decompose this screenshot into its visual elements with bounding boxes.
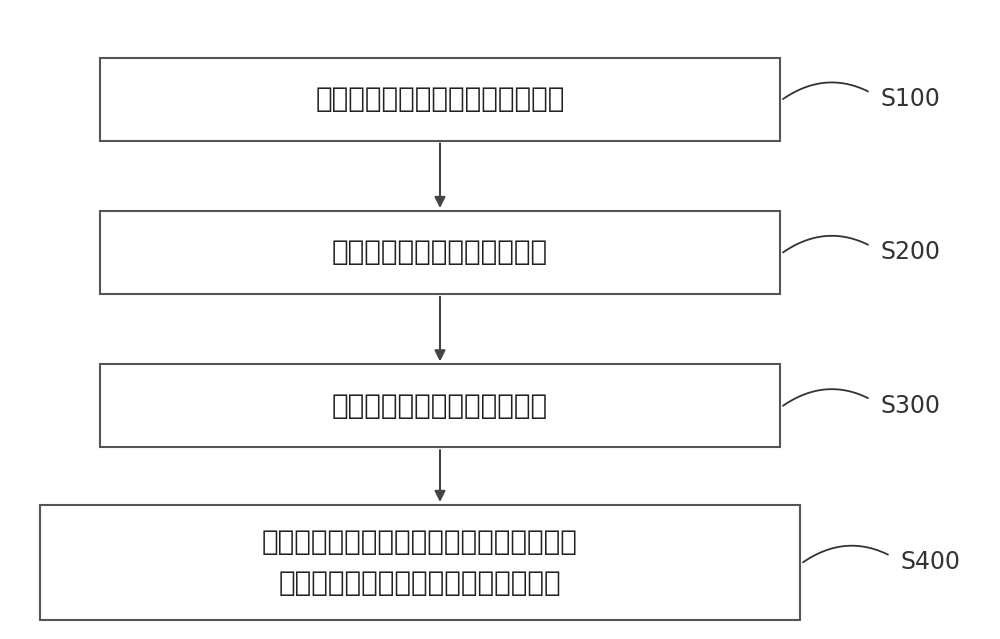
Text: S200: S200: [880, 240, 940, 265]
Text: 采集所述空白晶圆的暗场图像: 采集所述空白晶圆的暗场图像: [332, 238, 548, 266]
Bar: [100, 211, 780, 294]
Text: S300: S300: [880, 394, 940, 418]
Bar: [100, 58, 780, 141]
Text: S100: S100: [880, 87, 940, 111]
Text: 提供待提供待校正相机和空白晶圆: 提供待提供待校正相机和空白晶圆: [315, 85, 565, 113]
Text: S400: S400: [900, 550, 960, 574]
Bar: [40, 505, 800, 620]
Text: 根据所述空白晶圆的暗场图像和明场图像进
行所述待校正相机的平场校正计算处理: 根据所述空白晶圆的暗场图像和明场图像进 行所述待校正相机的平场校正计算处理: [262, 528, 578, 597]
Text: 采集所述空白晶圆的明场图像: 采集所述空白晶圆的明场图像: [332, 392, 548, 420]
Bar: [100, 364, 780, 447]
